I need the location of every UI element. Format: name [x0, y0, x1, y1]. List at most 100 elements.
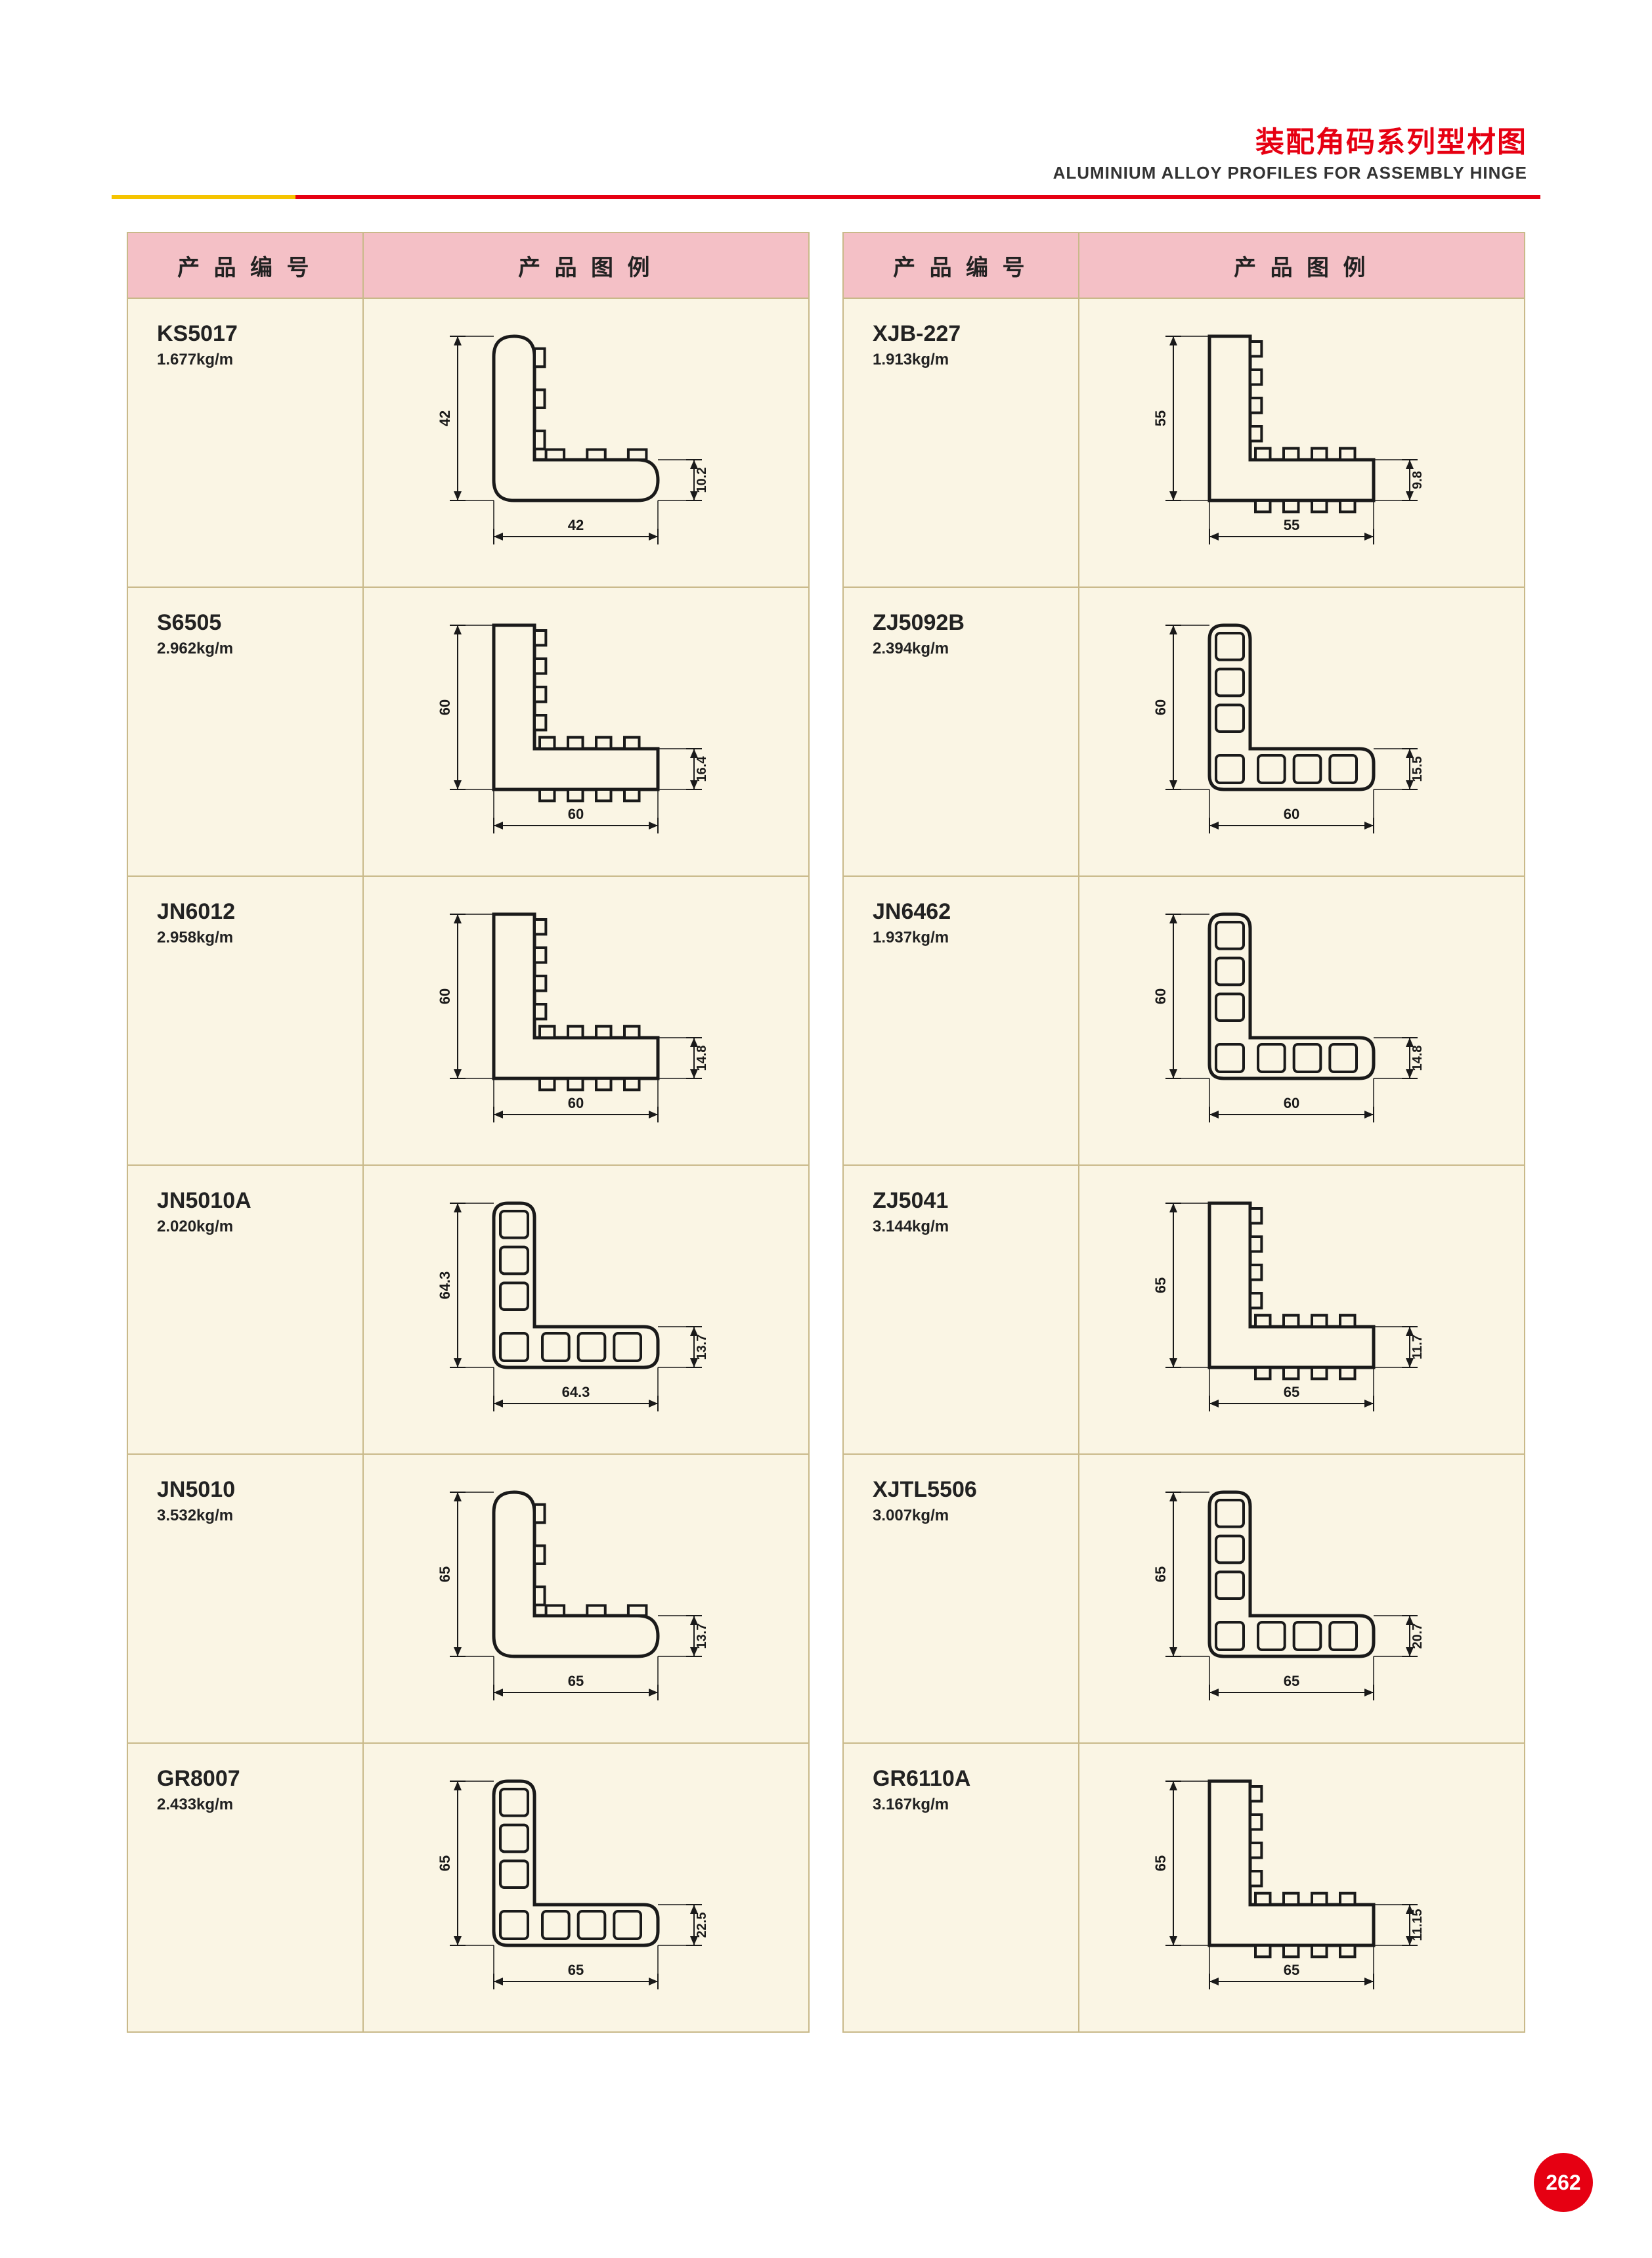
diagram-wrapper: 55 55 9.8 [1118, 317, 1485, 566]
svg-text:60: 60 [1284, 1095, 1299, 1111]
svg-text:64.3: 64.3 [562, 1384, 590, 1400]
product-weight: 3.007kg/m [873, 1507, 1078, 1525]
header-product-figure: 产 品 图 例 [1079, 232, 1525, 298]
svg-text:55: 55 [1152, 410, 1169, 426]
svg-text:65: 65 [1284, 1673, 1299, 1689]
product-weight: 2.958kg/m [157, 929, 362, 947]
table-row: XJB-227 1.913kg/m 55 55 9.8 [843, 298, 1525, 587]
cell-product-figure: 65 65 13.7 [363, 1454, 809, 1743]
cell-product-figure: 65 65 20.7 [1079, 1454, 1525, 1743]
table-row: KS5017 1.677kg/m 42 42 10.2 [127, 298, 809, 587]
svg-text:60: 60 [1152, 699, 1169, 715]
svg-text:65: 65 [568, 1673, 584, 1689]
cell-product-code: KS5017 1.677kg/m [127, 298, 363, 587]
profile-diagram: 42 42 10.2 [402, 317, 770, 566]
cell-product-code: JN5010A 2.020kg/m [127, 1165, 363, 1454]
title-chinese: 装配角码系列型材图 [112, 118, 1527, 160]
cell-product-figure: 60 60 16.4 [363, 587, 809, 876]
product-code: ZJ5041 [873, 1188, 1078, 1214]
svg-text:60: 60 [568, 806, 584, 822]
cell-product-code: JN6462 1.937kg/m [843, 876, 1079, 1165]
svg-text:20.7: 20.7 [1410, 1623, 1425, 1649]
profile-diagram: 64.3 64.3 13.7 [402, 1184, 770, 1433]
diagram-wrapper: 60 60 14.8 [1118, 895, 1485, 1144]
svg-text:60: 60 [1152, 988, 1169, 1004]
diagram-wrapper: 64.3 64.3 13.7 [402, 1184, 770, 1433]
svg-text:16.4: 16.4 [695, 755, 709, 782]
svg-text:13.7: 13.7 [695, 1334, 709, 1360]
table-row: S6505 2.962kg/m 60 60 16.4 [127, 587, 809, 876]
diagram-wrapper: 60 60 15.5 [1118, 606, 1485, 855]
profile-diagram: 60 60 15.5 [1118, 606, 1485, 855]
product-table-right: 产 品 编 号 产 品 图 例 XJB-227 1.913kg/m 55 55 [842, 232, 1525, 2033]
rule-yellow-segment [112, 195, 295, 199]
svg-text:15.5: 15.5 [1410, 756, 1425, 782]
product-code: JN6462 [873, 899, 1078, 925]
profile-diagram: 60 60 16.4 [402, 606, 770, 855]
diagram-wrapper: 65 65 11.15 [1118, 1761, 1485, 2011]
cell-product-code: JN5010 3.532kg/m [127, 1454, 363, 1743]
svg-text:11.15: 11.15 [1410, 1909, 1425, 1941]
svg-text:65: 65 [1284, 1384, 1299, 1400]
svg-text:10.2: 10.2 [695, 467, 709, 493]
profile-diagram: 65 65 20.7 [1118, 1472, 1485, 1722]
product-weight: 1.677kg/m [157, 351, 362, 369]
table-row: ZJ5041 3.144kg/m 65 65 11.7 [843, 1165, 1525, 1454]
svg-text:60: 60 [437, 988, 453, 1004]
svg-text:65: 65 [1284, 1962, 1299, 1978]
tables-container: 产 品 编 号 产 品 图 例 KS5017 1.677kg/m 42 42 [112, 232, 1540, 2033]
svg-text:65: 65 [437, 1566, 453, 1582]
table-row: GR6110A 3.167kg/m 65 65 11.15 [843, 1743, 1525, 2032]
cell-product-figure: 60 60 14.8 [363, 876, 809, 1165]
cell-product-figure: 60 60 14.8 [1079, 876, 1525, 1165]
cell-product-code: S6505 2.962kg/m [127, 587, 363, 876]
svg-text:65: 65 [1152, 1566, 1169, 1582]
diagram-wrapper: 65 65 20.7 [1118, 1472, 1485, 1722]
svg-text:42: 42 [568, 517, 584, 533]
cell-product-figure: 60 60 15.5 [1079, 587, 1525, 876]
svg-text:11.7: 11.7 [1410, 1335, 1425, 1360]
diagram-wrapper: 65 65 22.5 [402, 1761, 770, 2011]
table-row: JN5010A 2.020kg/m 64.3 64.3 13 [127, 1165, 809, 1454]
product-table-left: 产 品 编 号 产 品 图 例 KS5017 1.677kg/m 42 42 [127, 232, 810, 2033]
title-english: ALUMINIUM ALLOY PROFILES FOR ASSEMBLY HI… [112, 163, 1527, 183]
svg-text:14.8: 14.8 [695, 1045, 709, 1071]
profile-diagram: 65 65 11.15 [1118, 1761, 1485, 2011]
product-code: GR6110A [873, 1766, 1078, 1792]
product-weight: 3.144kg/m [873, 1218, 1078, 1236]
product-code: XJB-227 [873, 321, 1078, 347]
diagram-wrapper: 42 42 10.2 [402, 317, 770, 566]
table-row: ZJ5092B 2.394kg/m 60 60 15.5 [843, 587, 1525, 876]
page-header: 装配角码系列型材图 ALUMINIUM ALLOY PROFILES FOR A… [112, 118, 1540, 183]
product-code: XJTL5506 [873, 1477, 1078, 1503]
profile-diagram: 65 65 22.5 [402, 1761, 770, 2011]
cell-product-figure: 65 65 22.5 [363, 1743, 809, 2032]
cell-product-code: XJTL5506 3.007kg/m [843, 1454, 1079, 1743]
profile-diagram: 55 55 9.8 [1118, 317, 1485, 566]
cell-product-code: GR8007 2.433kg/m [127, 1743, 363, 2032]
cell-product-code: XJB-227 1.913kg/m [843, 298, 1079, 587]
cell-product-code: ZJ5092B 2.394kg/m [843, 587, 1079, 876]
svg-text:60: 60 [1284, 806, 1299, 822]
cell-product-code: JN6012 2.958kg/m [127, 876, 363, 1165]
product-code: JN5010A [157, 1188, 362, 1214]
header-product-code: 产 品 编 号 [843, 232, 1079, 298]
product-code: JN5010 [157, 1477, 362, 1503]
svg-text:60: 60 [437, 699, 453, 715]
cell-product-figure: 42 42 10.2 [363, 298, 809, 587]
svg-text:13.7: 13.7 [695, 1623, 709, 1649]
svg-text:9.8: 9.8 [1410, 471, 1425, 489]
cell-product-code: GR6110A 3.167kg/m [843, 1743, 1079, 2032]
cell-product-figure: 65 65 11.7 [1079, 1165, 1525, 1454]
svg-text:14.8: 14.8 [1410, 1045, 1425, 1071]
product-code: KS5017 [157, 321, 362, 347]
svg-text:65: 65 [1152, 1855, 1169, 1871]
profile-diagram: 60 60 14.8 [1118, 895, 1485, 1144]
product-code: JN6012 [157, 899, 362, 925]
diagram-wrapper: 60 60 16.4 [402, 606, 770, 855]
header-product-code: 产 品 编 号 [127, 232, 363, 298]
svg-text:64.3: 64.3 [437, 1271, 453, 1299]
product-weight: 2.433kg/m [157, 1796, 362, 1814]
cell-product-figure: 64.3 64.3 13.7 [363, 1165, 809, 1454]
svg-text:65: 65 [568, 1962, 584, 1978]
